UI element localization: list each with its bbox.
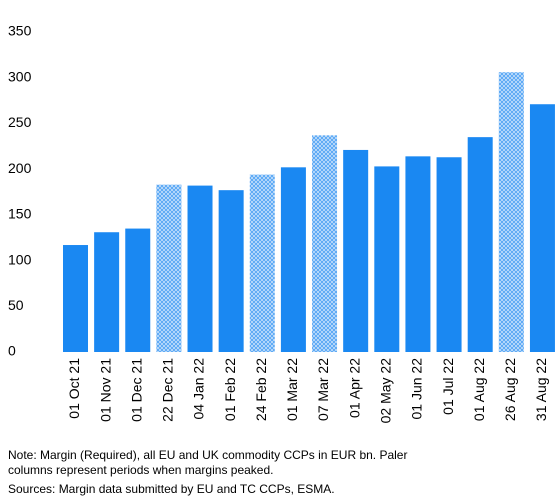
x-tick-label: 01 Mar 22 [284,358,300,421]
y-tick-label: 250 [8,114,32,130]
bar [249,174,275,352]
bar [218,190,244,352]
x-tick-label: 01 Dec 21 [128,358,144,422]
x-tick-label: 01 Apr 22 [346,358,362,418]
bar [125,228,151,352]
bar [312,135,338,352]
bar [374,166,400,352]
x-tick-label: 01 Aug 22 [471,358,487,421]
x-tick-label: 01 Feb 22 [222,358,238,421]
x-tick-label: 01 Nov 21 [97,358,113,422]
y-tick-label: 0 [8,343,16,359]
x-tick-label: 07 Mar 22 [315,358,331,421]
x-tick-label: 01 Jul 22 [440,358,456,415]
source: Sources: Margin data submitted by EU and… [8,482,335,496]
bar [187,185,213,352]
bar [94,232,120,352]
bar [280,167,306,352]
y-tick-label: 300 [8,68,32,84]
bar [498,72,524,352]
x-tick-label: 04 Jan 22 [191,358,207,420]
x-tick-label: 24 Feb 22 [253,358,269,421]
y-tick-label: 350 [8,23,32,39]
bar [436,157,462,352]
x-tick-label: 31 Aug 22 [533,358,549,421]
x-tick-label: 02 May 22 [378,358,394,424]
y-tick-label: 100 [8,251,32,267]
x-tick-label: 01 Jun 22 [409,358,425,420]
x-tick-label: 22 Dec 21 [160,358,176,422]
y-tick-label: 150 [8,206,32,222]
bar [156,184,182,352]
x-tick-label: 26 Aug 22 [502,358,518,421]
y-tick-label: 200 [8,160,32,176]
bar [343,149,369,352]
x-tick-label: 01 Oct 21 [66,358,82,419]
y-tick-label: 50 [8,297,24,313]
bar [529,104,555,352]
note-line: Note: Margin (Required), all EU and UK c… [8,448,407,462]
bar [467,137,493,352]
bar [405,156,431,352]
bar [63,245,88,352]
note-line: columns represent periods when margins p… [8,463,273,477]
